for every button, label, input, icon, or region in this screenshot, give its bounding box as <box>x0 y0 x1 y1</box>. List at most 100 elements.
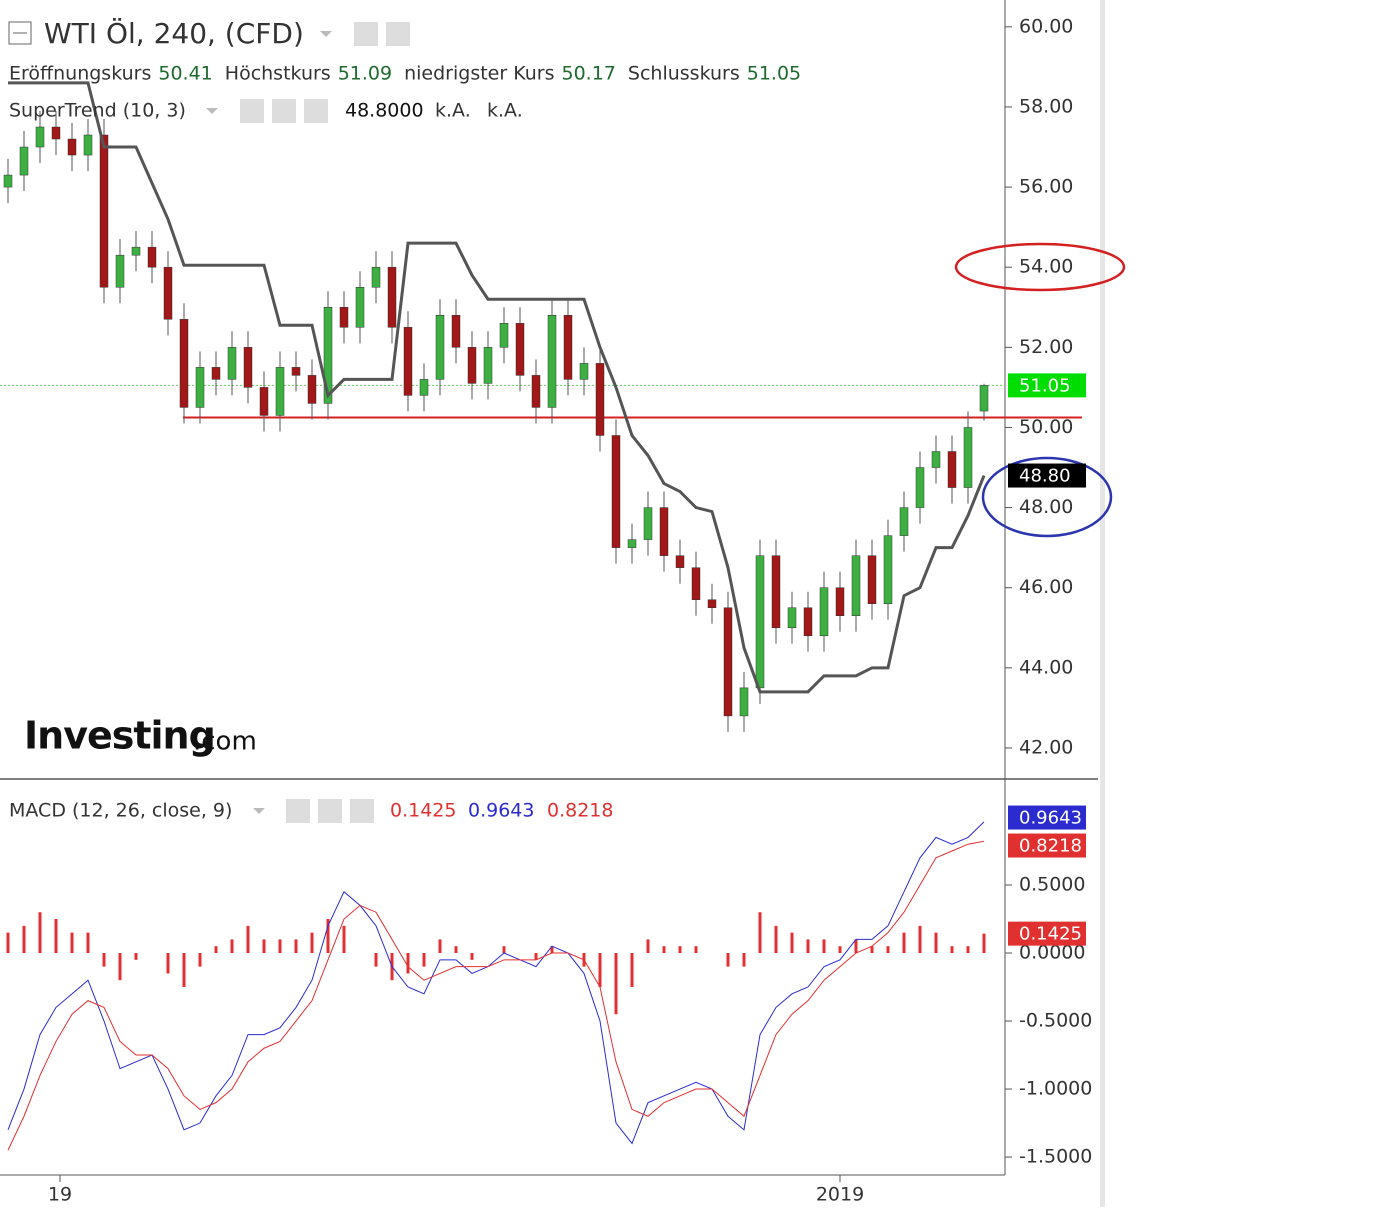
candle-body <box>387 266 397 328</box>
histogram-bar <box>982 933 986 954</box>
candle-body <box>163 266 173 320</box>
histogram-bar <box>6 932 10 954</box>
histogram-bar <box>118 953 122 981</box>
candle-body <box>531 375 541 408</box>
histogram-bar <box>166 953 170 974</box>
histogram-bar <box>470 953 474 960</box>
candle-body <box>851 555 861 616</box>
candle-body <box>179 319 189 408</box>
histogram-bar <box>774 925 778 954</box>
candle-body <box>243 347 253 388</box>
candle-body <box>547 315 557 408</box>
candle-body <box>579 363 589 380</box>
y-tick-label: 44.00 <box>1019 656 1073 678</box>
y-tick-label: -1.5000 <box>1019 1146 1092 1168</box>
candle-body <box>563 315 573 380</box>
candle-body <box>883 535 893 604</box>
settings-icon[interactable] <box>318 799 342 823</box>
histogram-tag-bg <box>1008 921 1086 946</box>
candle-body <box>195 367 205 408</box>
signal-tag: 0.8218 <box>1019 836 1082 857</box>
candle-body <box>131 246 141 256</box>
histogram-bar <box>822 939 826 954</box>
histogram-bar <box>54 919 58 954</box>
y-tick-label: 42.00 <box>1019 736 1073 758</box>
eye-icon[interactable] <box>354 22 378 46</box>
candle-body <box>259 387 269 416</box>
ohlc-value: 50.17 <box>562 63 616 85</box>
candle-body <box>3 174 13 188</box>
indicator-name: SuperTrend (10, 3) <box>9 100 186 122</box>
x-tick-label: 2019 <box>816 1184 864 1206</box>
y-tick-label: 52.00 <box>1019 336 1073 358</box>
candle-body <box>515 323 525 376</box>
candle-body <box>659 507 669 556</box>
last-price-tag: 51.05 <box>1019 375 1071 396</box>
histogram-bar <box>806 939 810 954</box>
highlight-ellipse <box>954 242 1126 292</box>
histogram-bar <box>326 919 330 954</box>
remove-icon[interactable] <box>304 99 328 123</box>
candle-body <box>355 286 365 328</box>
y-tick-label: 56.00 <box>1019 176 1073 198</box>
macd-tag: 0.9643 <box>1019 808 1082 829</box>
histogram-bar <box>870 946 874 954</box>
candle-body <box>803 607 813 637</box>
histogram-bar <box>902 932 906 954</box>
collapse-button[interactable] <box>8 21 32 45</box>
histogram-bar <box>886 946 890 954</box>
histogram-bar <box>534 953 538 960</box>
histogram-bar <box>614 953 618 1015</box>
scrollbar <box>1100 0 1105 1207</box>
signal-line <box>7 840 985 1151</box>
y-tick-label: 0.5000 <box>1019 874 1085 896</box>
watermark: .com <box>193 727 257 757</box>
settings-icon[interactable] <box>386 22 410 46</box>
signal-tag-bg <box>1008 833 1086 858</box>
candle-body <box>595 363 605 436</box>
candle-body <box>19 146 29 176</box>
eye-icon[interactable] <box>240 99 264 123</box>
histogram-bar <box>230 939 234 954</box>
candle-body <box>467 347 477 384</box>
candle-body <box>83 134 93 156</box>
histogram-tag: 0.1425 <box>1019 924 1082 945</box>
histogram-bar <box>22 925 26 954</box>
histogram-bar <box>694 946 698 954</box>
candle-body <box>787 607 797 629</box>
dropdown[interactable] <box>320 31 332 37</box>
histogram-bar <box>758 912 762 954</box>
y-tick-label: 58.00 <box>1019 95 1073 117</box>
histogram-bar <box>454 946 458 954</box>
ohlc-value: 50.41 <box>158 63 212 85</box>
candle-body <box>915 467 925 508</box>
ohlc-label: Höchstkurs <box>225 63 331 85</box>
histogram-bar <box>70 932 74 954</box>
dropdown[interactable] <box>253 808 265 814</box>
candle-body <box>435 315 445 380</box>
ohlc-label: niedrigster Kurs <box>404 63 554 85</box>
y-tick-label: 60.00 <box>1019 15 1073 37</box>
candle-body <box>115 254 125 288</box>
candle-body <box>339 307 349 328</box>
last-price-tag-bg <box>1008 373 1086 398</box>
histogram-bar <box>726 953 730 967</box>
ohlc-legend: Eröffnungskurs 50.41 Höchstkurs 51.09 niedri… <box>9 63 801 85</box>
histogram-bar <box>966 946 970 954</box>
eye-icon[interactable] <box>286 799 310 823</box>
histogram-bar <box>678 946 682 954</box>
macd-line <box>7 821 985 1145</box>
dropdown[interactable] <box>206 108 218 114</box>
y-tick-label: 46.00 <box>1019 576 1073 598</box>
histogram-bar <box>246 925 250 954</box>
histogram-bar <box>102 953 106 967</box>
histogram-bar <box>598 953 602 988</box>
histogram-bar <box>438 939 442 954</box>
candle-body <box>611 435 621 548</box>
settings-icon[interactable] <box>272 99 296 123</box>
candle-body <box>739 687 749 717</box>
remove-icon[interactable] <box>350 799 374 823</box>
candle-body <box>67 138 77 156</box>
candle-body <box>35 126 45 148</box>
